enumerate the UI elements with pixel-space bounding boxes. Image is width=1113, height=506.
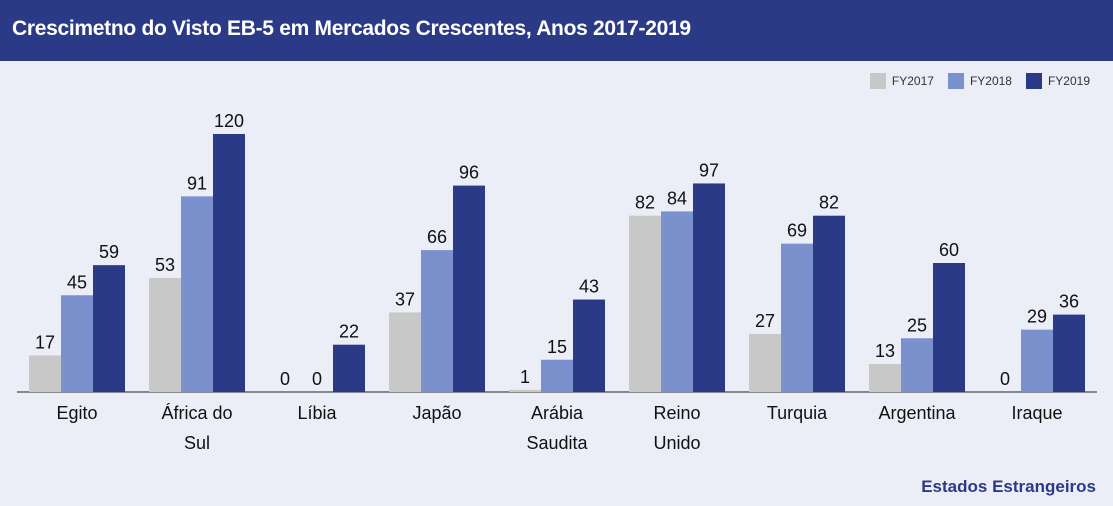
category-label: Arábia Saudita bbox=[526, 403, 588, 453]
legend-item-fy2019: FY2019 bbox=[1025, 73, 1090, 89]
data-label: 29 bbox=[1027, 307, 1047, 327]
bar-fy2017 bbox=[509, 389, 541, 392]
category-label: Argentina bbox=[878, 403, 956, 423]
data-label: 22 bbox=[339, 322, 359, 342]
data-label: 0 bbox=[280, 369, 290, 389]
source-label: Estados Estrangeiros bbox=[921, 477, 1096, 496]
data-label: 120 bbox=[214, 111, 244, 131]
data-label: 0 bbox=[312, 369, 322, 389]
data-label: 82 bbox=[635, 193, 655, 213]
data-label: 45 bbox=[67, 272, 87, 292]
bar-fy2018 bbox=[781, 243, 813, 392]
data-label: 17 bbox=[35, 332, 55, 352]
bar-fy2017 bbox=[749, 333, 781, 392]
bar-fy2018 bbox=[421, 250, 453, 392]
bar-fy2017 bbox=[29, 355, 61, 392]
bar-fy2019 bbox=[453, 185, 485, 392]
bar-fy2018 bbox=[901, 338, 933, 392]
header-bar: Crescimetno do Visto EB-5 em Mercados Cr… bbox=[0, 0, 1113, 61]
data-label: 82 bbox=[819, 193, 839, 213]
legend: FY2017 FY2018 FY2019 bbox=[869, 73, 1090, 89]
bar-fy2019 bbox=[213, 134, 245, 392]
bar-fy2019 bbox=[1053, 314, 1085, 392]
legend-label-fy2017: FY2017 bbox=[891, 74, 934, 88]
data-label: 1 bbox=[520, 367, 530, 387]
bar-fy2018 bbox=[61, 295, 93, 392]
bar-fy2019 bbox=[813, 215, 845, 392]
bar-fy2019 bbox=[933, 263, 965, 392]
data-label: 60 bbox=[939, 240, 959, 260]
bar-fy2017 bbox=[389, 312, 421, 392]
data-label: 53 bbox=[155, 255, 175, 275]
bar-fy2018 bbox=[541, 359, 573, 392]
legend-item-fy2018: FY2018 bbox=[947, 73, 1012, 89]
data-label: 13 bbox=[875, 341, 895, 361]
bar-fy2018 bbox=[181, 196, 213, 392]
legend-swatch-fy2019 bbox=[1025, 73, 1042, 89]
bar-fy2018 bbox=[1021, 329, 1053, 392]
bar-fy2017 bbox=[149, 278, 181, 392]
data-label: 27 bbox=[755, 311, 775, 331]
bar-fy2017 bbox=[869, 364, 901, 392]
category-label: Reino Unido bbox=[653, 403, 700, 453]
data-label: 96 bbox=[459, 163, 479, 183]
category-label: África do Sul bbox=[161, 403, 232, 453]
legend-swatch-fy2017 bbox=[869, 73, 886, 89]
bar-fy2017 bbox=[629, 215, 661, 392]
data-label: 15 bbox=[547, 337, 567, 357]
category-label: Turquia bbox=[767, 403, 828, 423]
data-label: 84 bbox=[667, 188, 687, 208]
data-label: 37 bbox=[395, 289, 415, 309]
data-label: 0 bbox=[1000, 369, 1010, 389]
bar-fy2019 bbox=[333, 344, 365, 392]
legend-label-fy2019: FY2019 bbox=[1047, 74, 1090, 88]
bar-fy2018 bbox=[661, 211, 693, 392]
data-label: 59 bbox=[99, 242, 119, 262]
data-label: 97 bbox=[699, 160, 719, 180]
legend-item-fy2017: FY2017 bbox=[869, 73, 934, 89]
bar-fy2019 bbox=[573, 299, 605, 392]
chart-title: Crescimetno do Visto EB-5 em Mercados Cr… bbox=[12, 17, 691, 40]
data-label: 69 bbox=[787, 221, 807, 241]
data-label: 43 bbox=[579, 277, 599, 297]
category-label: Iraque bbox=[1011, 403, 1062, 423]
data-label: 66 bbox=[427, 227, 447, 247]
category-label: Japão bbox=[412, 403, 461, 423]
bar-fy2019 bbox=[93, 265, 125, 392]
data-label: 91 bbox=[187, 173, 207, 193]
category-label: Egito bbox=[56, 403, 97, 423]
data-label: 36 bbox=[1059, 292, 1079, 312]
category-label: Líbia bbox=[297, 403, 337, 423]
legend-swatch-fy2018 bbox=[947, 73, 964, 89]
legend-label-fy2018: FY2018 bbox=[969, 74, 1012, 88]
bar-fy2019 bbox=[693, 183, 725, 392]
data-label: 25 bbox=[907, 315, 927, 335]
